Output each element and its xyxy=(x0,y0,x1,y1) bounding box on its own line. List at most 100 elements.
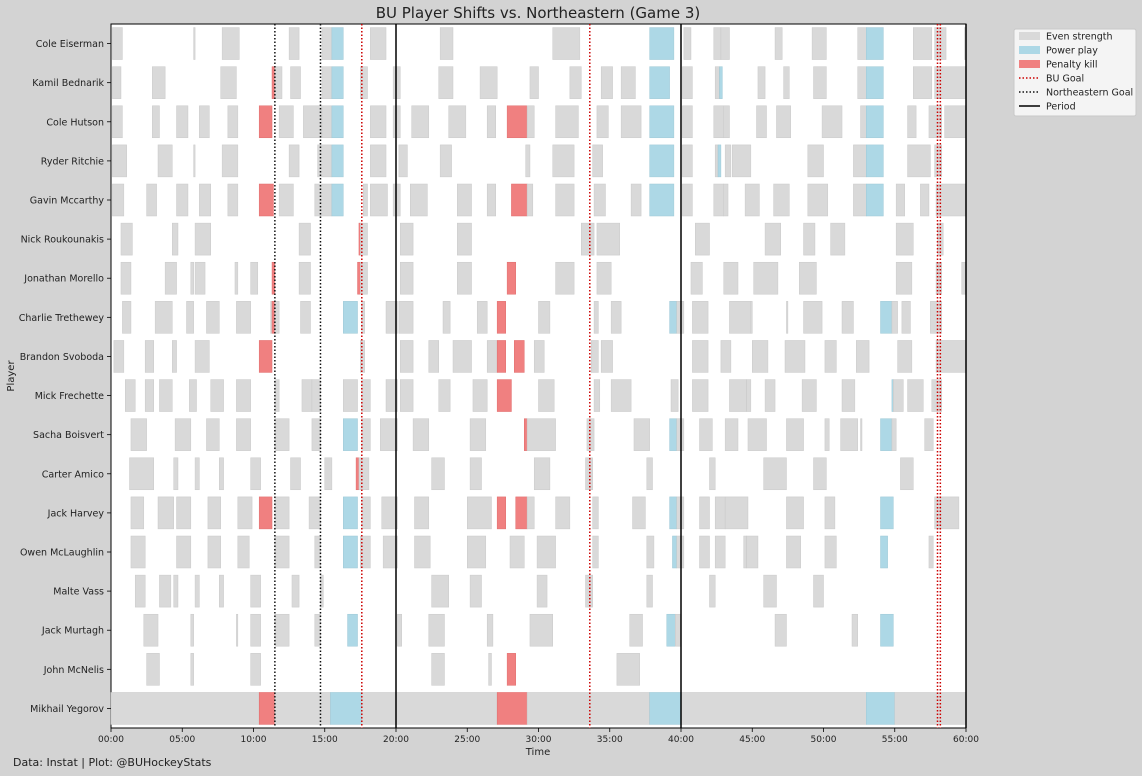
shift-bar xyxy=(290,66,301,99)
shift-bar xyxy=(747,418,767,451)
shift-bar xyxy=(526,183,534,217)
shift-bar xyxy=(355,457,360,491)
shift-bar xyxy=(646,457,653,491)
shift-bar xyxy=(646,574,653,608)
shift-bar xyxy=(469,574,482,608)
shift-bar xyxy=(479,66,498,99)
shift-bar xyxy=(897,340,913,373)
event-lines xyxy=(274,24,967,728)
shift-bar xyxy=(412,418,430,451)
x-tick-label: 60:00 xyxy=(953,735,979,745)
shift-bar xyxy=(714,144,719,178)
shift-bar xyxy=(853,144,867,178)
shift-bar xyxy=(431,574,449,608)
shift-bar xyxy=(801,379,817,412)
shift-bar xyxy=(250,261,259,295)
shift-bar xyxy=(398,301,414,334)
shift-bar xyxy=(360,66,368,99)
shift-bar xyxy=(438,66,454,99)
shift-bar xyxy=(764,379,776,412)
shift-bar xyxy=(278,105,294,139)
shift-bar xyxy=(813,457,827,491)
player-label: Cole Hutson xyxy=(46,117,104,128)
shift-bar xyxy=(176,496,192,530)
shift-bar xyxy=(382,535,398,569)
shift-bar xyxy=(360,261,368,295)
shift-bar xyxy=(486,613,494,647)
shift-bar xyxy=(880,301,893,334)
shift-bar xyxy=(236,613,239,647)
shift-bar xyxy=(675,613,682,647)
shift-bar xyxy=(600,340,613,373)
shift-bar xyxy=(113,340,125,373)
shift-bar xyxy=(649,105,675,139)
shift-bar xyxy=(682,144,693,178)
shift-bar xyxy=(398,144,408,178)
shift-bar xyxy=(774,27,783,60)
legend-swatch xyxy=(1019,32,1040,40)
shift-bar xyxy=(821,105,843,139)
shift-bar xyxy=(144,340,154,373)
shift-bar xyxy=(190,653,194,686)
shift-bar xyxy=(207,496,221,530)
shift-bar xyxy=(669,496,677,530)
y-axis-label: Player xyxy=(6,360,17,392)
time-axis: 00:00 05:00 10:00 15:00 20:00 25:00 30:00 35:00… xyxy=(98,728,979,745)
shift-bar xyxy=(172,340,177,373)
x-tick-label: 30:00 xyxy=(526,735,552,745)
shift-bar xyxy=(763,574,777,608)
shift-bar xyxy=(400,261,414,295)
shift-bar xyxy=(723,105,730,139)
shift-bar xyxy=(159,379,173,412)
chart-title: BU Player Shifts vs. Northeastern (Game … xyxy=(376,4,701,22)
shift-bar xyxy=(552,144,575,178)
shift-bar xyxy=(709,574,716,608)
x-axis-label: Time xyxy=(525,747,550,758)
shift-bar xyxy=(486,340,498,373)
shift-bar xyxy=(552,27,581,60)
shift-bar xyxy=(274,496,290,530)
shift-bar xyxy=(934,66,967,99)
shift-bar xyxy=(515,496,528,530)
shift-bar xyxy=(146,653,160,686)
shift-bar xyxy=(866,183,884,217)
shift-bar xyxy=(928,535,934,569)
shift-bar xyxy=(895,261,913,295)
shift-bar xyxy=(682,66,693,99)
shift-bar xyxy=(610,379,632,412)
plot-area xyxy=(110,23,967,729)
shift-bar xyxy=(744,183,760,217)
shift-bar xyxy=(824,418,830,451)
shift-bar xyxy=(719,66,723,99)
shift-bar xyxy=(176,183,189,217)
shift-bar xyxy=(486,183,497,217)
shift-bar xyxy=(935,261,940,295)
shift-bar xyxy=(311,418,321,451)
shift-bar xyxy=(112,144,127,178)
shift-bar xyxy=(529,613,554,647)
shift-bar xyxy=(669,418,677,451)
shift-bar xyxy=(907,144,931,178)
shift-bar xyxy=(431,457,445,491)
shift-bar xyxy=(157,144,173,178)
shift-bar xyxy=(596,261,612,295)
shift-bar xyxy=(714,535,726,569)
shift-bar xyxy=(190,261,194,295)
shift-bar xyxy=(397,613,402,647)
shift-bar xyxy=(331,66,344,99)
legend-label: Northeastern Goal xyxy=(1046,88,1133,99)
shift-bar xyxy=(533,340,545,373)
shift-bar xyxy=(274,418,290,451)
shift-bar xyxy=(773,183,790,217)
shift-bar xyxy=(120,261,132,295)
shift-bar xyxy=(907,105,917,139)
shift-bar xyxy=(592,535,599,569)
shift-bar xyxy=(866,66,884,99)
shift-bar xyxy=(841,379,856,412)
shift-bar xyxy=(414,535,431,569)
shift-bar xyxy=(620,105,642,139)
shift-bar xyxy=(439,144,452,178)
player-label: Ryder Ritchie xyxy=(41,156,104,167)
player-label: Mikhail Yegorov xyxy=(30,704,104,715)
